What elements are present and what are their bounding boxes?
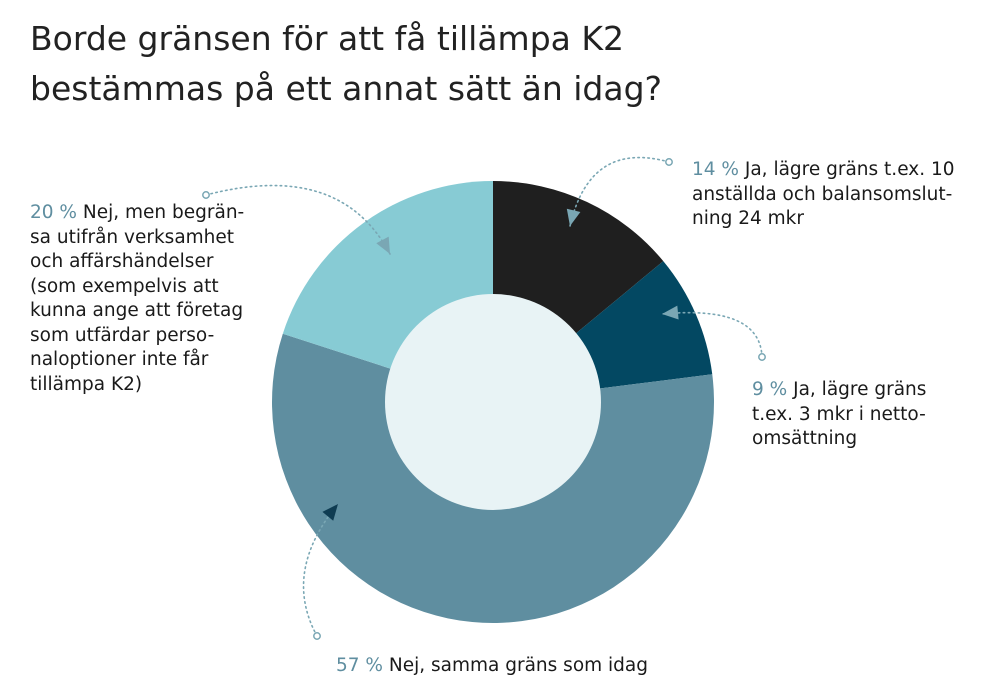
connector-dot-4 xyxy=(202,191,210,199)
connector-arrow-1 xyxy=(566,208,581,226)
connector-line-4 xyxy=(205,184,391,255)
slice-1-label-line-1: Ja, lägre gräns t.ex. 10 xyxy=(744,159,955,180)
donut-hole xyxy=(385,294,601,510)
slice-label-4: 20 % Nej, men begrän- sa utifrån verksam… xyxy=(30,201,244,397)
connector-dot-2 xyxy=(758,353,766,361)
connector-line-3 xyxy=(302,503,339,637)
slice-1-percent: 14 % xyxy=(692,159,739,180)
slice-label-1: 14 % Ja, lägre gräns t.ex. 10 anställda … xyxy=(692,158,955,232)
slice-4-label-line-6: som utfärdar perso- xyxy=(30,324,215,346)
slice-4-label-line-1: Nej, men begrän- xyxy=(82,202,245,223)
slice-4-label-line-5: kunna ange att företag xyxy=(30,300,244,321)
slice-label-2: 9 % Ja, lägre gräns t.ex. 3 mkr i netto-… xyxy=(752,378,926,452)
connector-arrow-4 xyxy=(376,236,390,254)
chart-title-line-2: bestämmas på ett annat sätt än idag? xyxy=(30,69,663,108)
slice-label-3: 57 % Nej, samma gräns som idag xyxy=(336,654,648,679)
slice-4-label-line-2: sa utifrån verksamhet xyxy=(30,226,235,248)
slice-4-label-line-3: och affärshändelser xyxy=(30,251,214,272)
connector-line-2 xyxy=(661,311,763,358)
slice-4-label-line-7: naloptioner inte får xyxy=(30,349,209,370)
slice-1-label-line-3: ning 24 mkr xyxy=(692,208,804,229)
slice-3-label-line-1: Nej, samma gräns som idag xyxy=(388,655,648,676)
slice-2-percent: 9 % xyxy=(752,379,788,400)
connector-arrow-2 xyxy=(662,305,679,320)
slice-4-label-line-4: (som exempelvis att xyxy=(30,275,219,297)
slice-2-label-line-1: Ja, lägre gräns xyxy=(793,379,927,400)
connector-dot-3 xyxy=(313,632,321,640)
chart-title: Borde gränsen för att få tillämpa K2 bes… xyxy=(30,14,670,114)
slice-4-label-line-8: tillämpa K2) xyxy=(30,373,143,395)
slice-4-percent: 20 % xyxy=(30,202,77,223)
connector-dot-1 xyxy=(665,158,673,166)
connector-line-1 xyxy=(569,156,670,227)
chart-title-line-1: Borde gränsen för att få tillämpa K2 xyxy=(30,19,624,58)
slice-3-percent: 57 % xyxy=(336,655,383,676)
slice-2-label-line-2: t.ex. 3 mkr i netto- xyxy=(752,403,926,425)
slice-2-label-line-3: omsättning xyxy=(752,428,858,449)
connector-arrow-3 xyxy=(322,504,338,521)
slice-1-label-line-2: anställda och balansomslut- xyxy=(692,183,953,205)
